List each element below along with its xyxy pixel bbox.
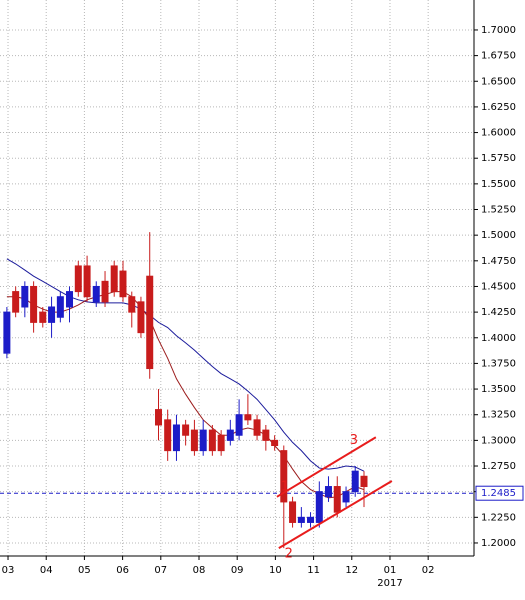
- candle-body: [172, 424, 180, 452]
- candle-body: [226, 429, 234, 441]
- candle-body: [3, 311, 11, 354]
- candle-body: [324, 486, 332, 498]
- candle-body: [351, 470, 359, 493]
- y-tick-label: 1.5750: [481, 153, 516, 164]
- candle-body: [262, 429, 270, 441]
- candle-body: [66, 291, 74, 308]
- y-tick-label: 1.3000: [481, 435, 516, 446]
- x-tick-label: 08: [193, 565, 206, 576]
- candle-body: [199, 429, 207, 452]
- x-tick-label: 01: [384, 565, 397, 576]
- y-tick-label: 1.3250: [481, 410, 516, 421]
- candle-body: [182, 424, 190, 436]
- candle-body: [333, 486, 341, 513]
- candle-body: [48, 306, 56, 323]
- axes: 1.20001.22501.25001.27501.30001.32501.35…: [0, 0, 524, 589]
- x-tick-label: 12: [345, 565, 358, 576]
- candle-body: [101, 280, 109, 303]
- candle-body: [315, 491, 323, 523]
- candle-body: [253, 419, 261, 436]
- candle-body: [155, 409, 163, 426]
- y-tick-label: 1.4000: [481, 333, 516, 344]
- x-tick-label: 09: [231, 565, 244, 576]
- x-tick-label: 03: [2, 565, 15, 576]
- candle-body: [297, 516, 305, 523]
- candle-body: [56, 296, 64, 318]
- y-tick-label: 1.6250: [481, 102, 516, 113]
- y-tick-label: 1.5500: [481, 179, 516, 190]
- x-tick-label: 04: [40, 565, 53, 576]
- trend-line: [278, 480, 393, 549]
- current-price-box: [475, 485, 524, 501]
- y-tick-label: 1.6500: [481, 76, 516, 87]
- annotation: 2: [285, 547, 293, 562]
- y-tick-label: 1.7000: [481, 25, 516, 36]
- candle-body: [137, 301, 145, 334]
- y-tick-label: 1.2750: [481, 461, 516, 472]
- y-tick-label: 1.5250: [481, 205, 516, 216]
- candle-body: [128, 296, 136, 313]
- candle-body: [146, 275, 154, 370]
- trend-line: [276, 436, 377, 498]
- candle-body: [12, 291, 20, 313]
- grid: [0, 0, 474, 556]
- candle-body: [30, 285, 38, 323]
- candle-body: [83, 265, 91, 298]
- plot-area: [0, 232, 474, 549]
- moving-average: [6, 291, 365, 499]
- candle-body: [208, 429, 216, 452]
- candle-body: [92, 285, 100, 303]
- y-tick-label: 1.4750: [481, 256, 516, 267]
- x-tick-label: 10: [269, 565, 282, 576]
- y-tick-label: 1.5000: [481, 230, 516, 241]
- candle-body: [342, 491, 350, 503]
- candle-body: [21, 285, 29, 308]
- candle-body: [360, 475, 368, 488]
- annotation: 1: [281, 479, 289, 494]
- x-tick-label: 07: [154, 565, 167, 576]
- y-tick-label: 1.2250: [481, 512, 516, 523]
- candle-body: [307, 516, 315, 523]
- y-tick-label: 1.3500: [481, 384, 516, 395]
- y-tick-label: 1.6750: [481, 51, 516, 62]
- candle-body: [244, 414, 252, 421]
- y-tick-label: 1.3750: [481, 358, 516, 369]
- x-tick-label: 02: [422, 565, 435, 576]
- candle-body: [271, 439, 279, 446]
- x-tick-label: 05: [78, 565, 91, 576]
- x-tick-label: 11: [307, 565, 320, 576]
- candle-body: [39, 311, 47, 323]
- x-tick-label: 06: [116, 565, 129, 576]
- year-label: 2017: [377, 578, 402, 589]
- candle-body: [119, 270, 127, 298]
- candle-body: [110, 265, 118, 293]
- candle-body: [280, 450, 288, 503]
- candle-body: [190, 429, 198, 452]
- y-tick-label: 1.6000: [481, 128, 516, 139]
- candle-body: [217, 434, 225, 452]
- current-price-label: 1.2485: [481, 488, 516, 499]
- annotation: 3: [350, 433, 358, 448]
- y-tick-label: 1.2000: [481, 538, 516, 549]
- candle-body: [235, 414, 243, 436]
- y-tick-label: 1.4500: [481, 281, 516, 292]
- y-tick-label: 1.4250: [481, 307, 516, 318]
- candle-body: [289, 501, 297, 523]
- candle-body: [74, 265, 82, 293]
- candle-body: [164, 419, 172, 452]
